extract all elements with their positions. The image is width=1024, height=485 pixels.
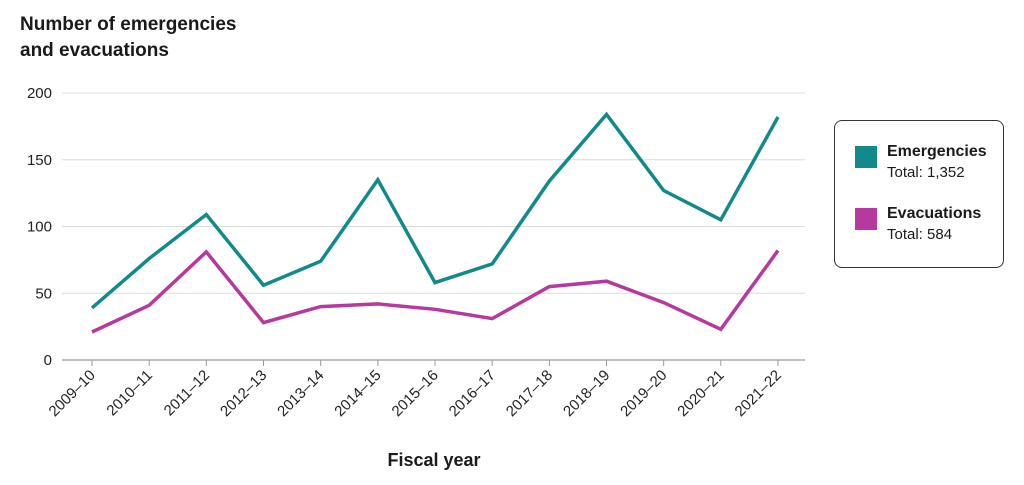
x-tick-label: 2021–22: [732, 367, 785, 420]
x-axis-ticks: 2009–10 2010–11 2011–12 2012–13 2013–14 2014–…: [46, 360, 785, 420]
y-tick-label-0: 0: [44, 352, 52, 369]
y-tick-label-200: 200: [27, 85, 52, 102]
y-tick-label-100: 100: [27, 219, 52, 236]
x-tick-label: 2013–14: [274, 367, 327, 420]
series-lines: [90, 111, 780, 334]
x-tick-label: 2011–12: [161, 367, 214, 420]
x-tick-label: 2017–18: [503, 367, 556, 420]
y-tick-label-150: 150: [27, 152, 52, 169]
legend-total-evacuations: Total: 584: [887, 226, 953, 243]
gridlines: [62, 92, 805, 361]
x-tick-label: 2020–21: [674, 367, 727, 420]
series-line-emergencies: [90, 111, 780, 310]
y-axis-ticks: 0 50 100 150 200: [27, 85, 52, 369]
x-tick-label: 2010–11: [103, 367, 156, 420]
x-tick-label: 2009–10: [46, 367, 99, 420]
legend-total-emergencies: Total: 1,352: [887, 164, 965, 181]
y-axis-title-line-1: Number of emergencies: [20, 14, 236, 35]
x-tick-label: 2014–15: [331, 367, 384, 420]
x-tick-label: 2015–16: [389, 367, 442, 420]
legend-swatch-evacuations: [855, 208, 877, 230]
x-tick-label: 2019–20: [617, 367, 670, 420]
x-axis-title: Fiscal year: [387, 450, 480, 470]
legend-label-evacuations: Evacuations: [887, 205, 982, 222]
x-tick-label: 2018–19: [560, 367, 613, 420]
x-tick-label: 2012–13: [217, 367, 270, 420]
x-tick-label: 2016–17: [446, 367, 499, 420]
series-line-evacuations: [91, 249, 780, 334]
legend-swatch-emergencies: [855, 146, 877, 168]
legend-label-emergencies: Emergencies: [887, 143, 987, 160]
y-tick-label-50: 50: [35, 285, 52, 302]
legend: Emergencies Total: 1,352 Evacuations Tot…: [834, 120, 1004, 268]
y-axis-title-line-2: and evacuations: [20, 40, 169, 61]
